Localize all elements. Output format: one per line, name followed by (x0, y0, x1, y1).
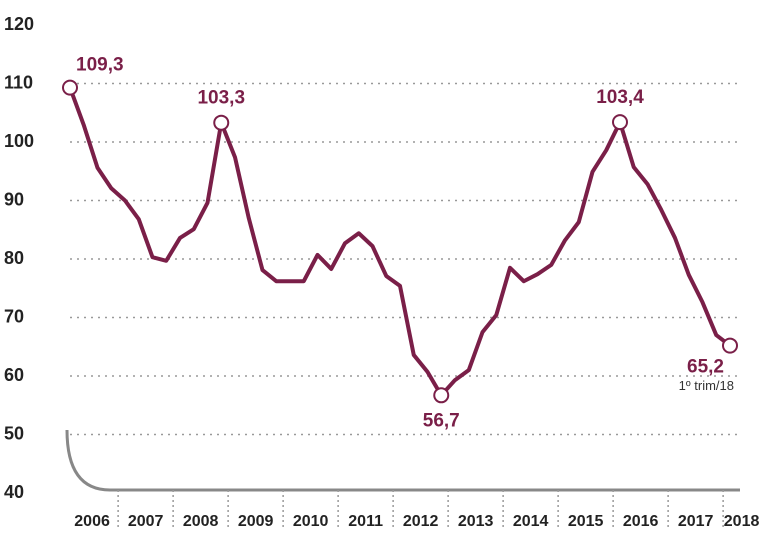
x-tick-label: 2012 (403, 513, 439, 530)
x-tick-label: 2015 (568, 513, 604, 530)
value-label: 65,2 (687, 357, 724, 378)
x-tick-label: 2014 (513, 513, 549, 530)
x-tick-label: 2010 (293, 513, 329, 530)
x-tick-label: 2013 (458, 513, 494, 530)
y-tick-label: 50 (4, 423, 24, 443)
y-tick-label: 70 (4, 306, 24, 326)
note: 1º trim/18 (679, 378, 734, 393)
highlight-point (62, 79, 78, 96)
y-tick-label: 110 (4, 72, 33, 92)
y-tick-label: 80 (4, 248, 24, 268)
x-tick-label: 2017 (678, 513, 714, 530)
x-tick-label: 2011 (348, 513, 383, 530)
x-tick-label: 2006 (74, 513, 110, 530)
y-tick-label: 120 (4, 14, 34, 34)
x-tick-label: 2018 (724, 513, 760, 530)
value-label: 109,3 (76, 55, 124, 76)
value-label: 103,4 (596, 87, 644, 108)
x-tick-label: 2008 (183, 513, 219, 530)
y-tick-label: 100 (4, 131, 34, 151)
highlight-point (612, 114, 628, 131)
y-tick-label: 90 (4, 189, 24, 209)
highlight-point (722, 337, 738, 354)
value-label: 103,3 (197, 88, 245, 109)
x-tick-label: 2007 (128, 513, 164, 530)
y-tick-label: 40 (4, 482, 24, 502)
axis-decoration (65, 429, 740, 492)
x-tick-label: 2016 (623, 513, 659, 530)
x-tick-label: 2009 (238, 513, 274, 530)
line (68, 86, 732, 398)
highlight-point (213, 114, 230, 131)
y-tick-label: 60 (4, 365, 24, 385)
value-label: 56,7 (423, 410, 460, 431)
highlight-point (433, 387, 450, 404)
